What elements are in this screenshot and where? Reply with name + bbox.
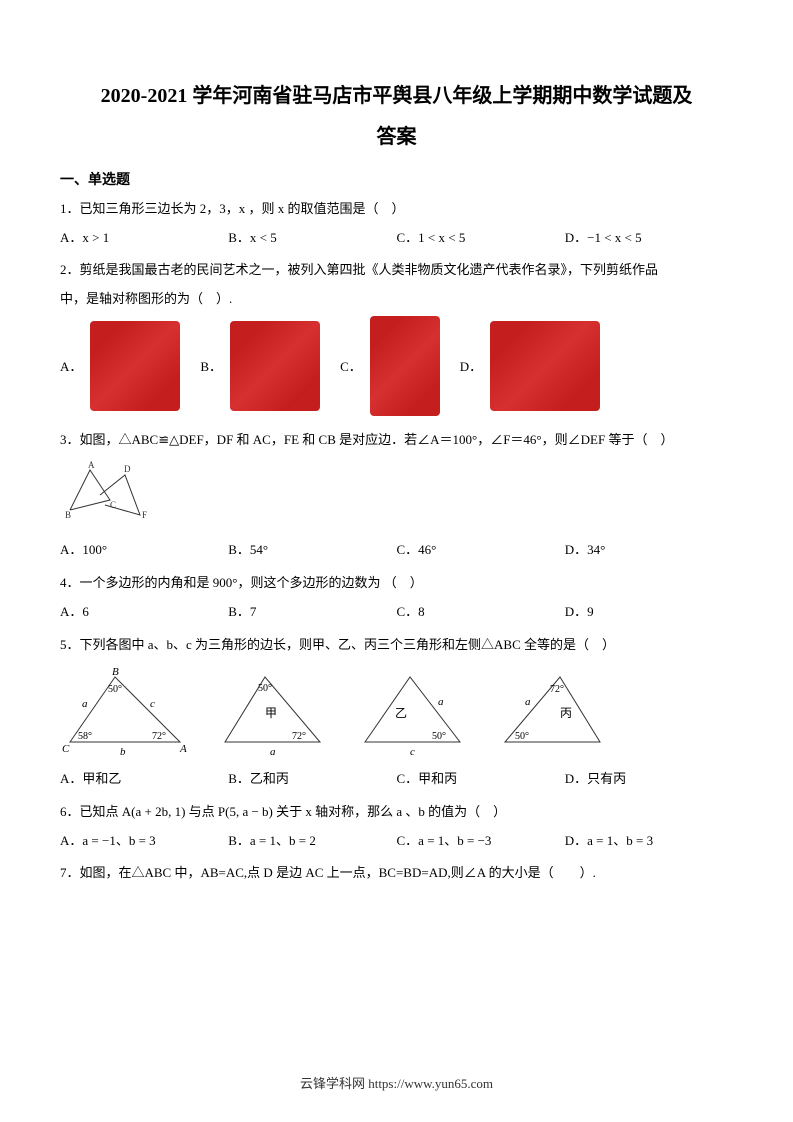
- svg-text:A: A: [88, 460, 95, 470]
- svg-text:c: c: [150, 698, 155, 710]
- q5-option-a: A．甲和乙: [60, 767, 228, 792]
- question-1-options: A．x > 1 B．x < 5 C．1 < x < 5 D．−1 < x < 5: [60, 226, 733, 251]
- svg-text:b: b: [120, 746, 126, 757]
- question-2-options: A． B． C． D．: [60, 316, 733, 416]
- svg-text:a: a: [270, 746, 276, 757]
- triangle-main: B C A 50° 58° 72° a c b: [60, 667, 190, 757]
- question-5-options: A．甲和乙 B．乙和丙 C．甲和丙 D．只有丙: [60, 767, 733, 792]
- question-7: 7．如图，在△ABC 中，AB=AC,点 D 是边 AC 上一点，BC=BD=A…: [60, 861, 733, 886]
- question-1: 1．已知三角形三边长为 2，3，x ，则 x 的取值范围是（ ）: [60, 197, 733, 222]
- page-footer: 云锋学科网 https://www.yun65.com: [0, 1073, 793, 1092]
- q1-option-b: B．x < 5: [228, 226, 396, 251]
- q3-option-b: B．54°: [228, 538, 396, 563]
- section-header: 一、单选题: [60, 169, 733, 189]
- q4-option-c: C．8: [397, 600, 565, 625]
- svg-text:a: a: [525, 696, 531, 708]
- svg-text:50°: 50°: [515, 731, 529, 742]
- triangle-yi: 乙 50° a c: [360, 667, 470, 757]
- svg-text:50°: 50°: [432, 731, 446, 742]
- q3-figure: A B C D F: [60, 460, 733, 530]
- papercut-image-c: [370, 316, 440, 416]
- question-3: 3．如图，△ABC≌△DEF，DF 和 AC，FE 和 CB 是对应边．若∠A＝…: [60, 428, 733, 453]
- triangle-jia: 50° 甲 72° a: [220, 667, 330, 757]
- q1-option-c: C．1 < x < 5: [397, 226, 565, 251]
- question-2-line1: 2．剪纸是我国最古老的民间艺术之一，被列入第四批《人类非物质文化遗产代表作名录》…: [60, 258, 733, 283]
- q6-option-c: C．a = 1、b = −3: [397, 829, 565, 854]
- papercut-image-d: [490, 321, 600, 411]
- q2-label-a: A．: [60, 356, 82, 375]
- q4-option-d: D．9: [565, 600, 733, 625]
- q6-option-a: A．a = −1、b = 3: [60, 829, 228, 854]
- svg-text:50°: 50°: [258, 683, 272, 694]
- q5-option-b: B．乙和丙: [228, 767, 396, 792]
- svg-text:72°: 72°: [292, 731, 306, 742]
- question-6: 6．已知点 A(a + 2b, 1) 与点 P(5, a − b) 关于 x 轴…: [60, 800, 733, 825]
- svg-text:c: c: [410, 746, 415, 757]
- q2-option-a: A．: [60, 321, 180, 411]
- svg-text:A: A: [179, 743, 187, 755]
- svg-text:a: a: [438, 696, 444, 708]
- svg-text:甲: 甲: [265, 706, 277, 720]
- q5-option-d: D．只有丙: [565, 767, 733, 792]
- question-3-options: A．100° B．54° C．46° D．34°: [60, 538, 733, 563]
- q4-option-a: A．6: [60, 600, 228, 625]
- q2-label-b: B．: [200, 356, 222, 375]
- q5-triangles: B C A 50° 58° 72° a c b 50° 甲 72° a 乙 50…: [60, 667, 733, 757]
- svg-text:50°: 50°: [108, 684, 122, 695]
- page-subtitle: 答案: [60, 120, 733, 149]
- svg-text:丙: 丙: [560, 706, 572, 720]
- q2-option-c: C．: [340, 316, 440, 416]
- question-4: 4．一个多边形的内角和是 900°，则这个多边形的边数为 （ ）: [60, 571, 733, 596]
- question-4-options: A．6 B．7 C．8 D．9: [60, 600, 733, 625]
- question-6-options: A．a = −1、b = 3 B．a = 1、b = 2 C．a = 1、b =…: [60, 829, 733, 854]
- q1-option-d: D．−1 < x < 5: [565, 226, 733, 251]
- svg-text:58°: 58°: [78, 731, 92, 742]
- q3-option-d: D．34°: [565, 538, 733, 563]
- page-title: 2020-2021 学年河南省驻马店市平舆县八年级上学期期中数学试题及: [60, 80, 733, 112]
- q5-option-c: C．甲和丙: [397, 767, 565, 792]
- svg-text:72°: 72°: [550, 684, 564, 695]
- q6-option-d: D．a = 1、b = 3: [565, 829, 733, 854]
- question-5: 5．下列各图中 a、b、c 为三角形的边长，则甲、乙、丙三个三角形和左侧△ABC…: [60, 633, 733, 658]
- svg-text:B: B: [112, 667, 119, 678]
- svg-text:B: B: [65, 510, 71, 520]
- papercut-image-a: [90, 321, 180, 411]
- geometry-figure-q3: A B C D F: [60, 460, 150, 530]
- papercut-image-b: [230, 321, 320, 411]
- svg-text:F: F: [142, 510, 147, 520]
- svg-text:a: a: [82, 698, 88, 710]
- q6-option-b: B．a = 1、b = 2: [228, 829, 396, 854]
- svg-text:C: C: [62, 743, 70, 755]
- svg-text:D: D: [124, 464, 131, 474]
- q2-option-d: D．: [460, 321, 600, 411]
- svg-text:C: C: [110, 500, 116, 510]
- q3-option-c: C．46°: [397, 538, 565, 563]
- q2-label-d: D．: [460, 356, 482, 375]
- svg-text:乙: 乙: [395, 706, 407, 720]
- q1-option-a: A．x > 1: [60, 226, 228, 251]
- q2-label-c: C．: [340, 356, 362, 375]
- q4-option-b: B．7: [228, 600, 396, 625]
- triangle-bing: 72° 丙 50° a: [500, 667, 610, 757]
- question-2-line2: 中，是轴对称图形的为（ ）.: [60, 287, 733, 312]
- q2-option-b: B．: [200, 321, 320, 411]
- svg-text:72°: 72°: [152, 731, 166, 742]
- q3-option-a: A．100°: [60, 538, 228, 563]
